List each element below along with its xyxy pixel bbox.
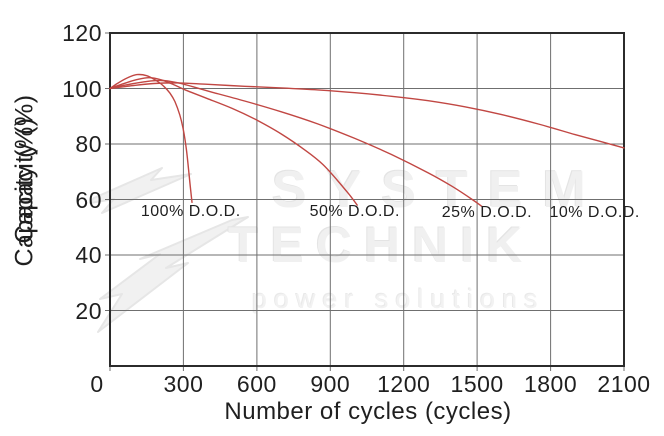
x-axis-title: Number of cycles (cycles) xyxy=(224,398,512,425)
curve-100-d-o-d- xyxy=(109,73,193,203)
y-tick-120: 120 xyxy=(62,20,102,46)
series-label-25-d-o-d-: 25% D.O.D. xyxy=(441,203,533,221)
x-tick-0: 0 xyxy=(90,371,104,397)
watermark-tagline: power solutions xyxy=(252,284,545,314)
series-label-10-d-o-d-: 10% D.O.D. xyxy=(549,203,640,221)
x-tick-1200: 1200 xyxy=(377,371,431,397)
y-tick-80: 80 xyxy=(75,131,102,157)
x-tick-900: 900 xyxy=(310,371,351,397)
watermark-brand-bottom: TECHNIK xyxy=(228,217,535,273)
y-tick-20: 20 xyxy=(75,297,102,324)
curve-50-d-o-d- xyxy=(109,76,358,206)
curve-25-d-o-d- xyxy=(109,79,483,208)
y-tick-60: 60 xyxy=(75,186,102,213)
x-tick-1500: 1500 xyxy=(450,371,504,397)
curve-10-d-o-d- xyxy=(109,82,625,149)
y-axis-title-ghost: Capacity (%) xyxy=(10,94,39,244)
x-tick-1800: 1800 xyxy=(523,371,578,397)
series-label-50-d-o-d-: 50% D.O.D. xyxy=(309,202,400,220)
watermark-brand-top: SYSTEM xyxy=(272,161,606,219)
x-tick-2100: 2100 xyxy=(597,371,651,397)
x-tick-600: 600 xyxy=(236,371,277,397)
x-tick-300: 300 xyxy=(163,371,204,397)
series-label-100-d-o-d-: 100% D.O.D. xyxy=(140,202,241,220)
y-tick-100: 100 xyxy=(62,75,102,102)
y-tick-40: 40 xyxy=(75,242,102,268)
